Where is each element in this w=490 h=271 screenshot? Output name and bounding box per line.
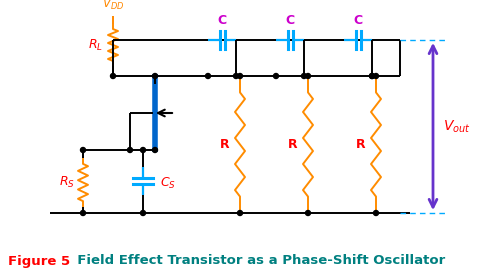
Text: $R_L$: $R_L$ [89,37,103,53]
Circle shape [152,73,157,79]
Text: $C_S$: $C_S$ [160,175,176,191]
Circle shape [141,147,146,153]
Text: R: R [220,138,230,151]
Circle shape [80,211,85,215]
Circle shape [305,211,311,215]
Text: Field Effect Transistor as a Phase-Shift Oscillator: Field Effect Transistor as a Phase-Shift… [68,254,445,267]
Circle shape [301,73,307,79]
Text: C: C [353,14,363,27]
Circle shape [305,73,311,79]
Circle shape [141,211,146,215]
Circle shape [238,73,243,79]
Text: Figure 5: Figure 5 [8,254,70,267]
Circle shape [373,73,378,79]
Circle shape [369,73,374,79]
Circle shape [234,73,239,79]
Circle shape [369,73,374,79]
Circle shape [152,147,157,153]
Text: $R_S$: $R_S$ [59,175,75,190]
Text: $V_{DD}$: $V_{DD}$ [102,0,124,12]
Text: R: R [288,138,298,151]
Circle shape [127,147,132,153]
Circle shape [238,211,243,215]
Circle shape [373,211,378,215]
Text: $V_{out}$: $V_{out}$ [443,118,471,135]
Text: C: C [218,14,226,27]
Text: R: R [356,138,366,151]
Circle shape [205,73,211,79]
Text: C: C [286,14,294,27]
Circle shape [273,73,278,79]
Circle shape [111,73,116,79]
Circle shape [80,147,85,153]
